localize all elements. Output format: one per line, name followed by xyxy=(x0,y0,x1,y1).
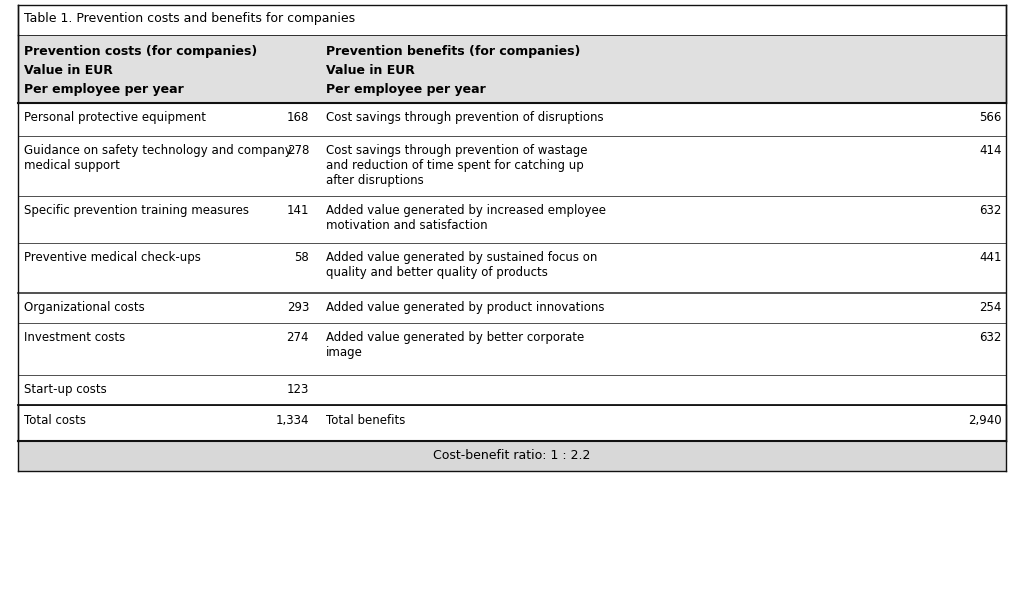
Bar xyxy=(18,293,1006,323)
Text: Value in EUR: Value in EUR xyxy=(326,64,415,77)
Bar xyxy=(18,5,1006,35)
Text: Per employee per year: Per employee per year xyxy=(24,83,183,96)
Text: Added value generated by product innovations: Added value generated by product innovat… xyxy=(326,301,604,314)
Text: 1,334: 1,334 xyxy=(275,414,309,427)
Text: 293: 293 xyxy=(287,301,309,314)
Text: 254: 254 xyxy=(980,301,1002,314)
Text: Per employee per year: Per employee per year xyxy=(326,83,485,96)
Text: 123: 123 xyxy=(287,383,309,396)
Text: 632: 632 xyxy=(980,331,1002,344)
Text: Personal protective equipment: Personal protective equipment xyxy=(24,111,206,124)
Text: 566: 566 xyxy=(980,111,1002,124)
Bar xyxy=(18,35,1006,103)
Text: Start-up costs: Start-up costs xyxy=(24,383,106,396)
Text: 2,940: 2,940 xyxy=(969,414,1002,427)
Text: 274: 274 xyxy=(287,331,309,344)
Text: Organizational costs: Organizational costs xyxy=(24,301,144,314)
Bar xyxy=(18,405,1006,441)
Text: Cost-benefit ratio: 1 : 2.2: Cost-benefit ratio: 1 : 2.2 xyxy=(433,449,591,462)
Text: Prevention benefits (for companies): Prevention benefits (for companies) xyxy=(326,45,581,58)
Text: 168: 168 xyxy=(287,111,309,124)
Text: Added value generated by sustained focus on
quality and better quality of produc: Added value generated by sustained focus… xyxy=(326,251,597,279)
Bar xyxy=(18,243,1006,293)
Text: 278: 278 xyxy=(287,144,309,157)
Bar xyxy=(18,103,1006,136)
Text: Prevention costs (for companies): Prevention costs (for companies) xyxy=(24,45,257,58)
Text: Specific prevention training measures: Specific prevention training measures xyxy=(24,204,249,217)
Text: Cost savings through prevention of wastage
and reduction of time spent for catch: Cost savings through prevention of wasta… xyxy=(326,144,588,187)
Text: 632: 632 xyxy=(980,204,1002,217)
Bar xyxy=(18,441,1006,471)
Text: 414: 414 xyxy=(980,144,1002,157)
Text: Total costs: Total costs xyxy=(24,414,86,427)
Text: 58: 58 xyxy=(294,251,309,264)
Text: Added value generated by increased employee
motivation and satisfaction: Added value generated by increased emplo… xyxy=(326,204,606,232)
Text: Value in EUR: Value in EUR xyxy=(24,64,113,77)
Text: Preventive medical check-ups: Preventive medical check-ups xyxy=(24,251,201,264)
Text: Cost savings through prevention of disruptions: Cost savings through prevention of disru… xyxy=(326,111,603,124)
Text: Table 1. Prevention costs and benefits for companies: Table 1. Prevention costs and benefits f… xyxy=(24,12,355,25)
Bar xyxy=(18,375,1006,405)
Text: Added value generated by better corporate
image: Added value generated by better corporat… xyxy=(326,331,585,359)
Text: Investment costs: Investment costs xyxy=(24,331,125,344)
Text: 141: 141 xyxy=(287,204,309,217)
Bar xyxy=(18,196,1006,243)
Bar xyxy=(18,136,1006,196)
Text: Total benefits: Total benefits xyxy=(326,414,406,427)
Text: Guidance on safety technology and company
medical support: Guidance on safety technology and compan… xyxy=(24,144,292,172)
Bar xyxy=(18,323,1006,375)
Text: 441: 441 xyxy=(980,251,1002,264)
